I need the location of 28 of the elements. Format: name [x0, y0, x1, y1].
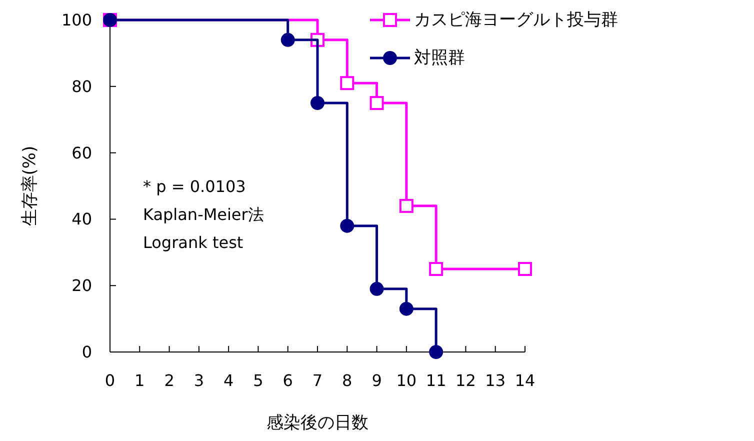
y-tick-label: 60 — [72, 143, 92, 162]
x-tick-label: 5 — [253, 371, 264, 390]
legend-label: 対照群 — [414, 48, 465, 68]
x-tick-label: 9 — [372, 371, 382, 390]
y-tick-label: 40 — [72, 210, 92, 229]
annotation: Logrank test — [143, 233, 244, 252]
x-tick-label: 10 — [396, 371, 417, 390]
x-tick-label: 12 — [456, 371, 476, 390]
x-tick-label: 3 — [194, 371, 204, 390]
y-tick-label: 80 — [72, 76, 92, 96]
x-tick-label: 11 — [426, 371, 446, 390]
x-axis-title: 感染後の日数 — [266, 413, 368, 433]
x-tick-label: 1 — [134, 371, 145, 390]
y-tick-label: 0 — [82, 342, 92, 362]
x-tick-label: 2 — [164, 371, 174, 390]
x-tick-label: 8 — [342, 371, 352, 390]
x-tick-label: 0 — [104, 371, 116, 390]
annotation: Kaplan-Meier法 — [143, 205, 264, 224]
y-axis-title: 生存率(%) — [20, 146, 40, 226]
x-tick-label: 4 — [223, 371, 234, 390]
x-tick-label: 13 — [485, 371, 506, 390]
x-tick-label: 14 — [514, 371, 536, 390]
x-tick-label: 6 — [282, 371, 293, 390]
annotation: * p = 0.0103 — [143, 177, 246, 196]
y-tick-label: 20 — [72, 276, 92, 296]
y-tick-label: 100 — [61, 10, 92, 30]
legend-label: カスピ海ヨーグルト投与群 — [414, 10, 618, 30]
x-tick-label: 7 — [312, 371, 323, 390]
